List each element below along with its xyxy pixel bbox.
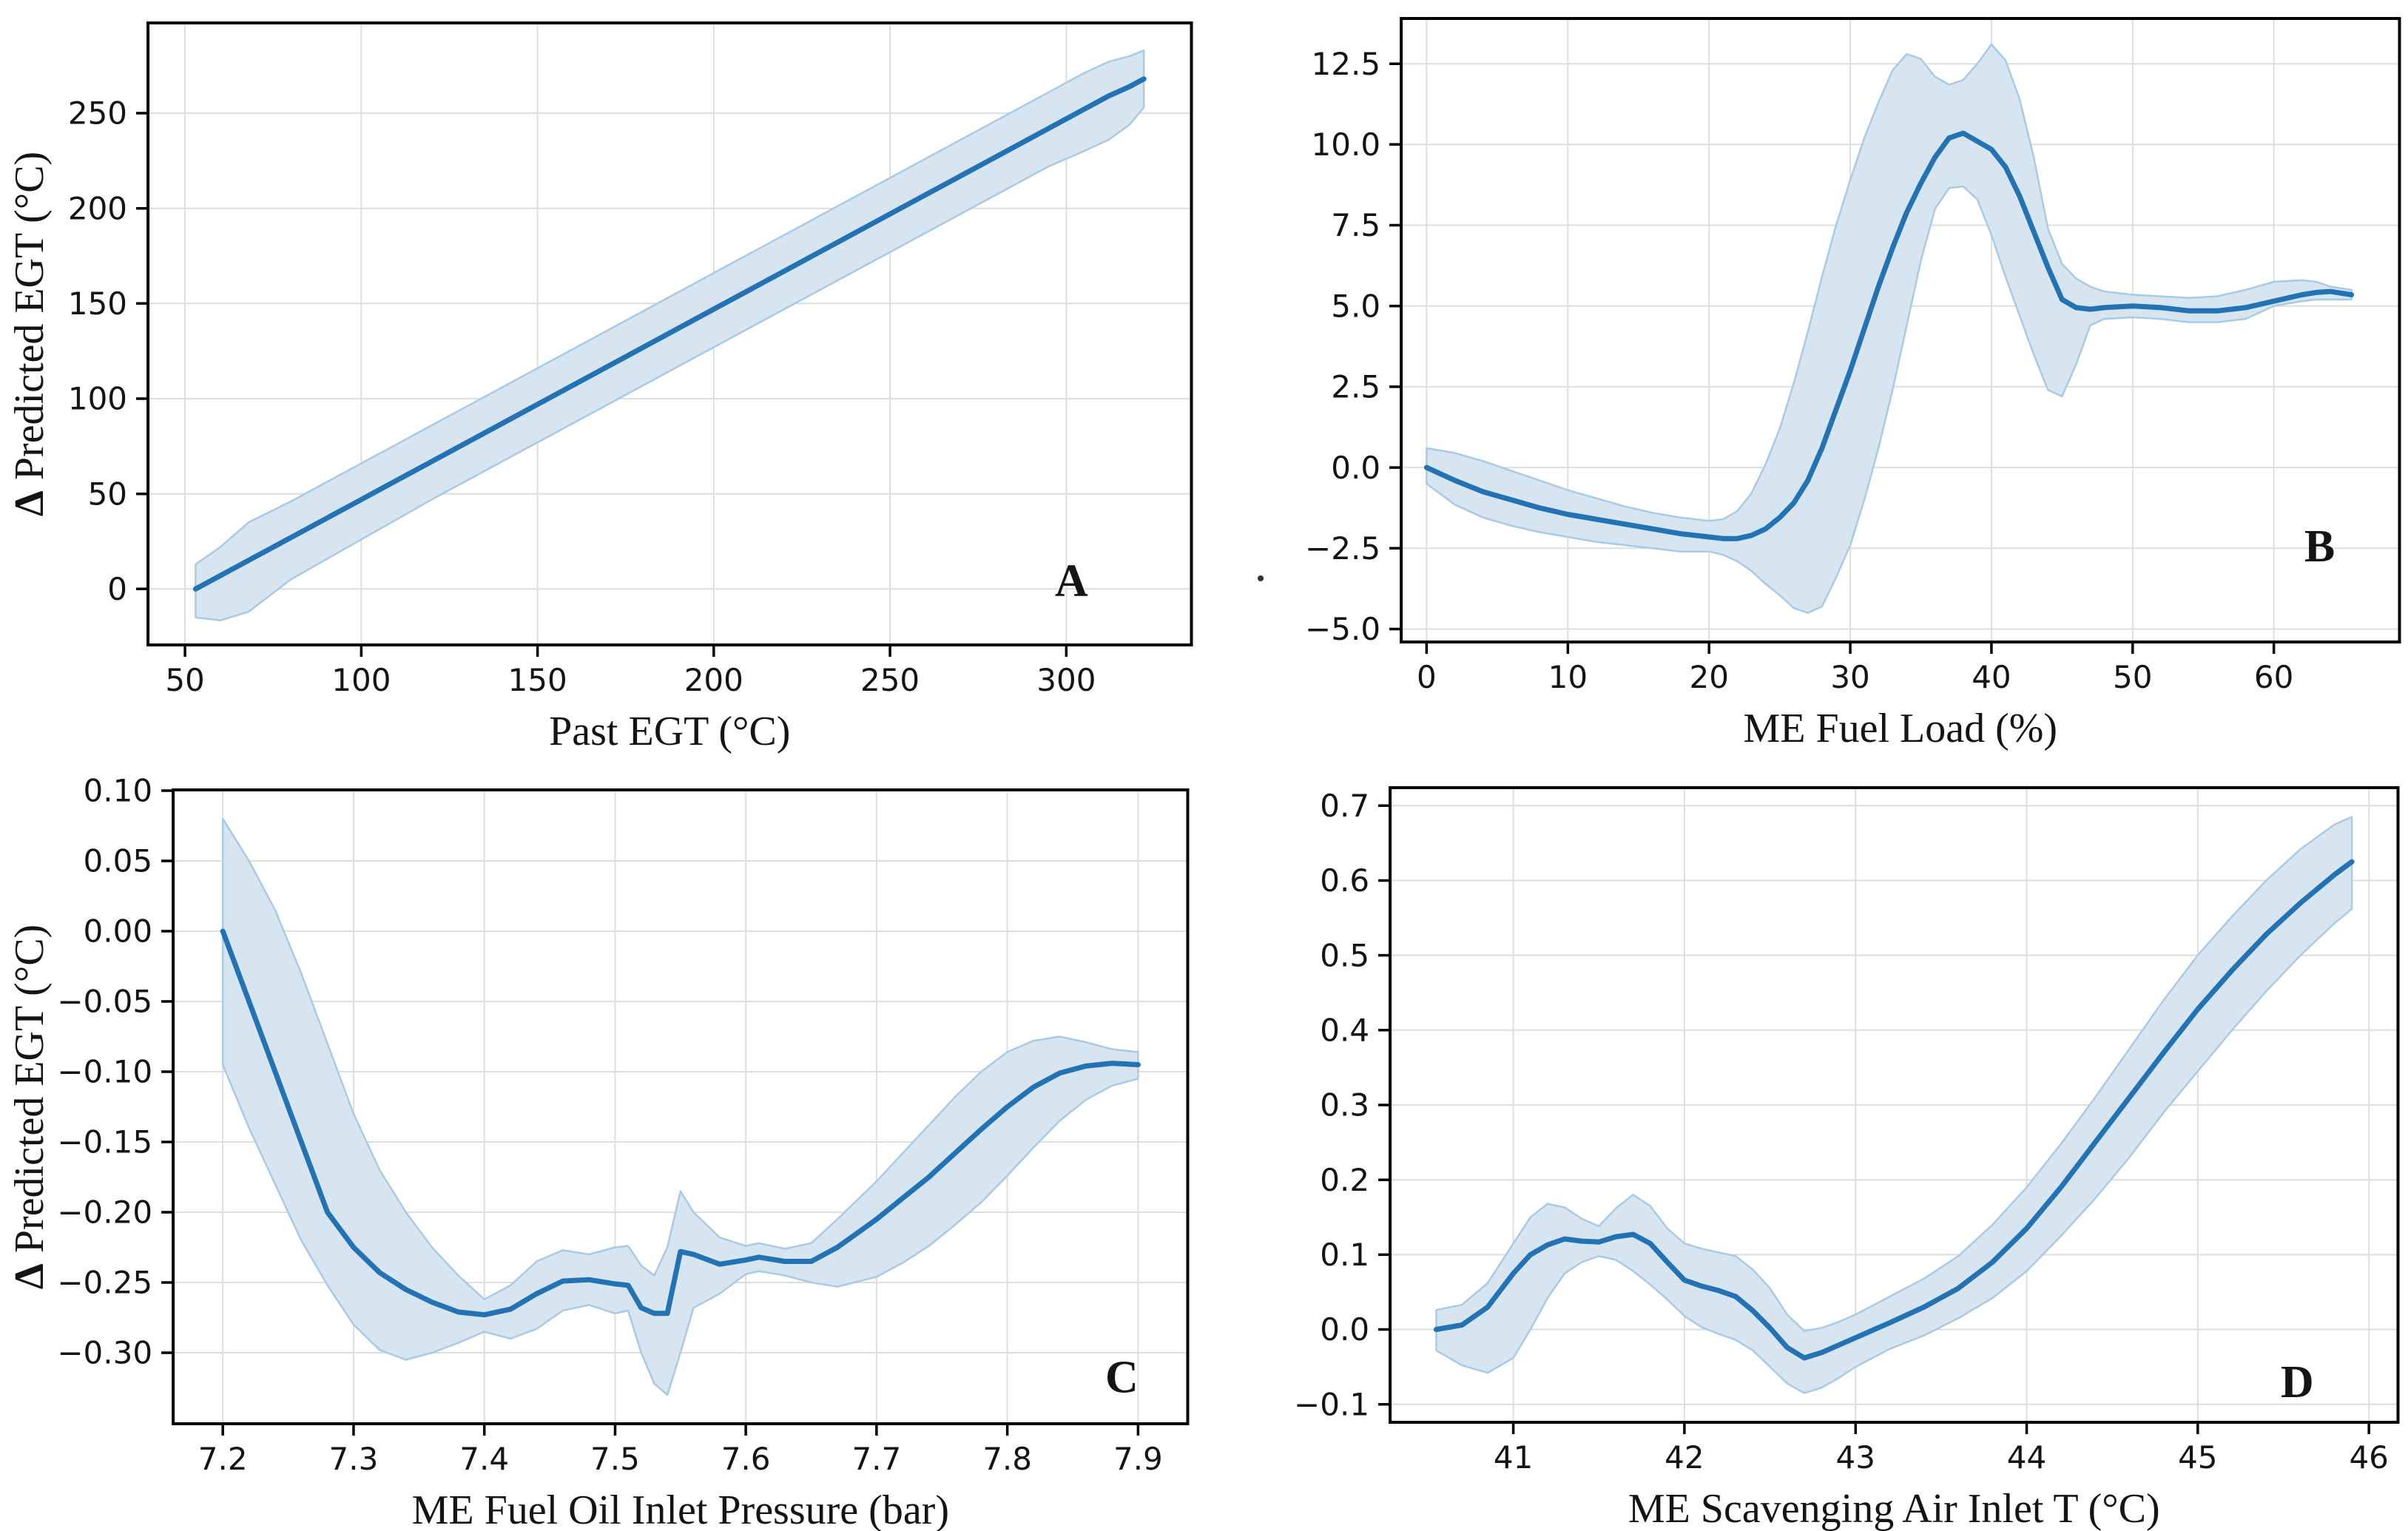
y-tick-label: 250 bbox=[68, 95, 127, 132]
panel-d-chart: 41 42 43 44 45 46 −0.1 0.0 0.1 0.2 0.3 0.4 0.5 0.6 0.7… bbox=[1204, 766, 2408, 1531]
x-tick-label: 7.6 bbox=[721, 1441, 771, 1477]
axes-spines bbox=[1388, 786, 2399, 1424]
mean-line bbox=[192, 76, 1147, 592]
x-axis-label: ME Fuel Load (%) bbox=[1743, 706, 2057, 751]
x-tick-label: 40 bbox=[1972, 659, 2011, 695]
panel-a-chart: 50 100 150 200 250 300 0 50 100 150 200 250 Past EGT… bbox=[0, 0, 1204, 766]
x-axis-label: ME Scavenging Air Inlet T (°C) bbox=[1628, 1486, 2159, 1531]
axes-spines bbox=[146, 21, 1193, 646]
y-tick-label: 200 bbox=[68, 190, 127, 226]
x-axis-label: Past EGT (°C) bbox=[549, 709, 790, 754]
x-tick-label: 7.5 bbox=[590, 1441, 640, 1477]
y-tick-label: 5.0 bbox=[1331, 288, 1380, 324]
x-tick-label: 0 bbox=[1417, 659, 1437, 695]
panel-c-chart: 7.2 7.3 7.4 7.5 7.6 7.7 7.8 7.9 0.10 0.05 0.00 −0.0… bbox=[0, 766, 1204, 1531]
mean-line bbox=[220, 928, 1141, 1318]
y-tick-label: 0.1 bbox=[1320, 1237, 1369, 1273]
axes-spines bbox=[172, 788, 1190, 1425]
y-tick-label: 0.0 bbox=[1331, 450, 1380, 486]
y-axis-label: Δ Predicted EGT (°C) bbox=[7, 925, 53, 1289]
panel-d: 41 42 43 44 45 46 −0.1 0.0 0.1 0.2 0.3 0.4 0.5 0.6 0.7… bbox=[1204, 766, 2408, 1531]
x-tick-label: 150 bbox=[508, 662, 567, 698]
y-tick-label: −0.1 bbox=[1294, 1386, 1369, 1422]
mean-line bbox=[1433, 859, 2355, 1361]
x-tick-label: 44 bbox=[2006, 1439, 2046, 1476]
panel-letter: B bbox=[2304, 521, 2334, 572]
x-tick-label: 30 bbox=[1830, 659, 1869, 695]
x-tick-label: 7.2 bbox=[198, 1441, 248, 1477]
x-tick-label: 20 bbox=[1689, 659, 1728, 695]
confidence-band bbox=[1425, 43, 2353, 614]
x-tick-label: 300 bbox=[1036, 662, 1096, 698]
confidence-band bbox=[221, 817, 1139, 1396]
y-tick-label: −0.15 bbox=[57, 1124, 152, 1160]
y-axis-label: Δ Predicted EGT (°C) bbox=[7, 152, 53, 516]
x-tick-label: 43 bbox=[1835, 1439, 1875, 1476]
y-tick-label: 50 bbox=[88, 476, 127, 512]
y-tick-label: 150 bbox=[68, 285, 127, 322]
stray-dot-mark bbox=[1257, 575, 1264, 581]
y-tick-label: −2.5 bbox=[1305, 530, 1380, 567]
x-tick-label: 7.9 bbox=[1113, 1441, 1163, 1477]
x-tick-label: 250 bbox=[860, 662, 920, 698]
panel-c: 7.2 7.3 7.4 7.5 7.6 7.7 7.8 7.9 0.10 0.05 0.00 −0.0… bbox=[0, 766, 1204, 1531]
y-tick-label: 0.6 bbox=[1320, 862, 1369, 899]
x-tick-label: 60 bbox=[2253, 659, 2293, 695]
x-tick-label: 50 bbox=[2113, 659, 2152, 695]
y-tick-label: 0.7 bbox=[1320, 788, 1369, 824]
x-tick-label: 7.8 bbox=[982, 1441, 1032, 1477]
y-tick-label: −5.0 bbox=[1305, 611, 1380, 647]
panel-background bbox=[1204, 766, 2408, 1531]
panel-letter: C bbox=[1105, 1352, 1139, 1402]
y-tick-label: 0.5 bbox=[1320, 937, 1369, 973]
x-tick-label: 10 bbox=[1548, 659, 1587, 695]
panel-letter: A bbox=[1055, 555, 1088, 606]
x-tick-label: 42 bbox=[1665, 1439, 1704, 1476]
x-tick-label: 7.3 bbox=[329, 1441, 379, 1477]
y-tick-label: 10.0 bbox=[1311, 126, 1380, 163]
y-tick-label: 0.2 bbox=[1320, 1162, 1369, 1198]
y-tick-label: −0.10 bbox=[57, 1054, 152, 1090]
panel-a: 50 100 150 200 250 300 0 50 100 150 200 250 Past EGT… bbox=[0, 0, 1204, 766]
y-tick-label: 2.5 bbox=[1331, 369, 1380, 405]
y-tick-label: 0.3 bbox=[1320, 1087, 1369, 1123]
y-tick-label: 0.00 bbox=[84, 913, 153, 950]
x-tick-label: 46 bbox=[2349, 1439, 2388, 1476]
panel-b-chart: 0 10 20 30 40 50 60 −5.0 −2.5 0.0 2.5 5.0 7.5 10.0 12.… bbox=[1204, 0, 2408, 766]
y-tick-label: −0.05 bbox=[57, 984, 152, 1020]
y-tick-label: −0.30 bbox=[57, 1335, 152, 1371]
panel-letter: D bbox=[2280, 1357, 2313, 1407]
y-tick-label: 0 bbox=[107, 571, 127, 607]
y-tick-label: 0.0 bbox=[1320, 1311, 1369, 1348]
y-tick-label: 0.4 bbox=[1320, 1013, 1369, 1049]
x-tick-label: 41 bbox=[1493, 1439, 1532, 1476]
x-tick-label: 50 bbox=[165, 662, 204, 698]
confidence-band bbox=[1434, 816, 2353, 1394]
y-tick-label: −0.20 bbox=[57, 1194, 152, 1231]
x-tick-label: 45 bbox=[2178, 1439, 2217, 1476]
y-tick-label: 7.5 bbox=[1331, 207, 1380, 243]
axes-spines bbox=[1399, 17, 2401, 643]
y-tick-label: 12.5 bbox=[1311, 46, 1380, 82]
y-tick-label: 0.10 bbox=[84, 773, 153, 809]
x-axis-label: ME Fuel Oil Inlet Pressure (bar) bbox=[412, 1487, 949, 1531]
x-tick-label: 7.4 bbox=[459, 1441, 509, 1477]
y-tick-label: 100 bbox=[68, 381, 127, 417]
x-tick-label: 7.7 bbox=[851, 1441, 901, 1477]
x-tick-label: 200 bbox=[684, 662, 743, 698]
x-tick-label: 100 bbox=[331, 662, 391, 698]
y-tick-label: 0.05 bbox=[84, 843, 153, 879]
panel-b: 0 10 20 30 40 50 60 −5.0 −2.5 0.0 2.5 5.0 7.5 10.0 12.… bbox=[1204, 0, 2408, 766]
y-tick-label: −0.25 bbox=[57, 1265, 152, 1301]
mean-line bbox=[1423, 130, 2354, 541]
